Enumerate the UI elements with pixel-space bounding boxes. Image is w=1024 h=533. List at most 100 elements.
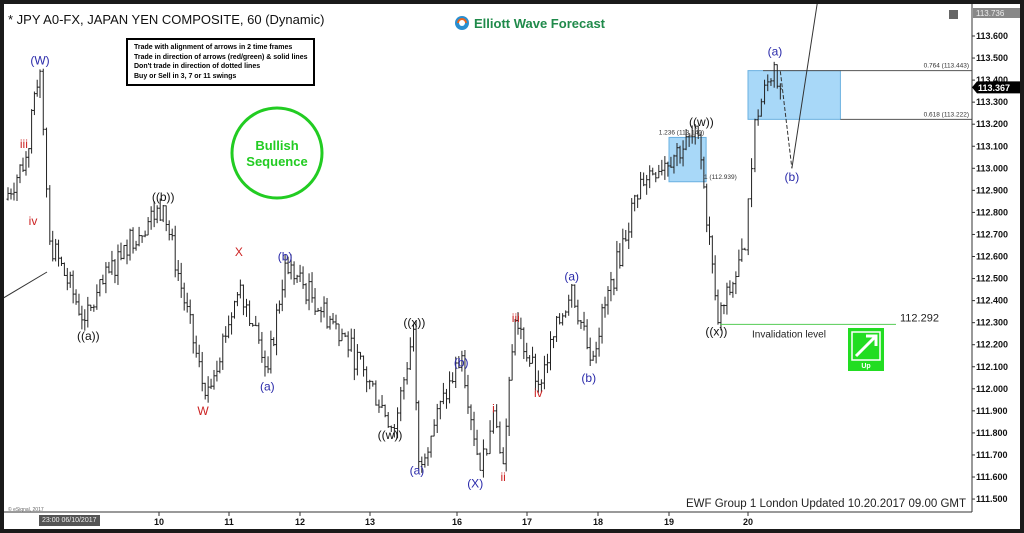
price-bar: [221, 333, 225, 370]
price-bar: [763, 79, 767, 105]
wave-label: (b): [454, 355, 469, 369]
price-bar: [702, 156, 706, 189]
price-bar: [501, 447, 505, 465]
price-bar: [522, 327, 526, 360]
price-bar: [101, 274, 105, 285]
price-bar: [485, 448, 489, 456]
price-bar: [319, 306, 323, 323]
price-bar: [392, 424, 396, 438]
price-bar: [624, 229, 628, 242]
price-bar: [740, 238, 744, 262]
price-bar: [627, 222, 631, 250]
price-bar: [669, 156, 673, 168]
time-tick-label: 16: [452, 517, 462, 527]
price-bar: [642, 172, 646, 187]
price-bar: [57, 239, 61, 267]
price-bar: [766, 74, 770, 92]
price-bar: [30, 109, 34, 154]
price-bar: [283, 254, 287, 298]
wave-label: i: [492, 402, 495, 416]
price-bar: [266, 356, 270, 374]
price-tick-label: 112.200: [976, 340, 1008, 350]
price-bar: [128, 228, 132, 261]
price-bar: [15, 174, 19, 201]
up-signal-frame: [851, 331, 881, 361]
price-bar: [334, 314, 338, 330]
wave-label: iv: [29, 214, 38, 228]
price-bar: [567, 294, 571, 316]
price-bar: [561, 313, 565, 326]
price-bar: [573, 284, 577, 308]
price-bar: [696, 125, 700, 140]
bullish-sequence-text: Sequence: [246, 154, 307, 169]
price-bar: [35, 79, 39, 97]
price-bar: [441, 382, 445, 405]
copyright: © eSignal, 2017: [8, 507, 44, 513]
price-tick-label: 111.600: [976, 472, 1008, 482]
price-tick-label: 112.300: [976, 318, 1008, 328]
wave-label: ((x)): [403, 316, 425, 330]
price-bar: [426, 447, 430, 466]
logo: Elliott Wave Forecast: [454, 15, 605, 31]
wave-label: (X): [467, 477, 483, 491]
price-bar: [45, 127, 49, 198]
price-bar: [161, 205, 165, 223]
price-bar: [396, 407, 400, 439]
invalidation-label: Invalidation level: [752, 329, 826, 340]
price-bar: [9, 188, 13, 200]
up-signal-label: Up: [861, 363, 870, 370]
logo-icon: [455, 16, 469, 30]
price-bar: [277, 300, 281, 314]
price-bar: [71, 270, 75, 304]
price-bar: [38, 69, 42, 99]
last-price-label: 113.367: [978, 83, 1010, 93]
price-bar: [719, 302, 723, 331]
price-bar: [432, 419, 436, 437]
price-bar: [191, 313, 195, 354]
price-bar: [137, 226, 141, 247]
wave-label: ii: [501, 470, 506, 484]
price-bar: [362, 355, 366, 377]
wave-label: ((w)): [689, 115, 714, 129]
price-bar: [146, 217, 150, 236]
price-bar: [690, 125, 694, 144]
price-bar: [564, 310, 568, 318]
price-chart[interactable]: 1.236 (113.140) 1 (112.939) 0.764 (113.443…: [4, 4, 1020, 529]
price-bar: [200, 351, 204, 392]
price-bar: [672, 154, 676, 174]
price-bar: [542, 355, 546, 390]
price-bar: [325, 297, 329, 329]
price-bar: [41, 68, 45, 136]
price-tick-label: 113.000: [976, 163, 1008, 173]
invalidation-value: 112.292: [900, 312, 939, 324]
price-bar: [491, 410, 495, 434]
price-bar: [21, 157, 25, 173]
price-tick-label: 112.000: [976, 384, 1008, 394]
price-bar: [657, 164, 661, 179]
price-bar: [533, 353, 537, 391]
chart-window: 1.236 (113.140) 1 (112.939) 0.764 (113.443…: [4, 4, 1020, 529]
price-bar: [417, 400, 421, 470]
wave-label: iii: [512, 311, 520, 325]
price-bar: [591, 350, 595, 361]
trend-line: [4, 271, 48, 299]
wave-label: ((b)): [152, 190, 175, 204]
wave-label: (a): [768, 44, 783, 58]
price-bar: [275, 303, 279, 356]
price-bar: [59, 256, 63, 266]
fib-zone: [668, 136, 707, 183]
price-bar: [636, 194, 640, 208]
price-bar: [429, 435, 433, 458]
projection-solid-line: [791, 4, 818, 169]
price-bar: [158, 198, 162, 221]
price-bar: [83, 309, 87, 331]
price-bar: [513, 319, 517, 356]
price-tick-label: 112.400: [976, 296, 1008, 306]
price-bar: [95, 284, 99, 310]
price-bar: [119, 242, 123, 261]
price-bar: [705, 183, 709, 233]
price-bar: [197, 344, 201, 368]
price-bar: [185, 292, 189, 313]
price-bar: [176, 260, 180, 282]
price-bar: [460, 350, 464, 372]
